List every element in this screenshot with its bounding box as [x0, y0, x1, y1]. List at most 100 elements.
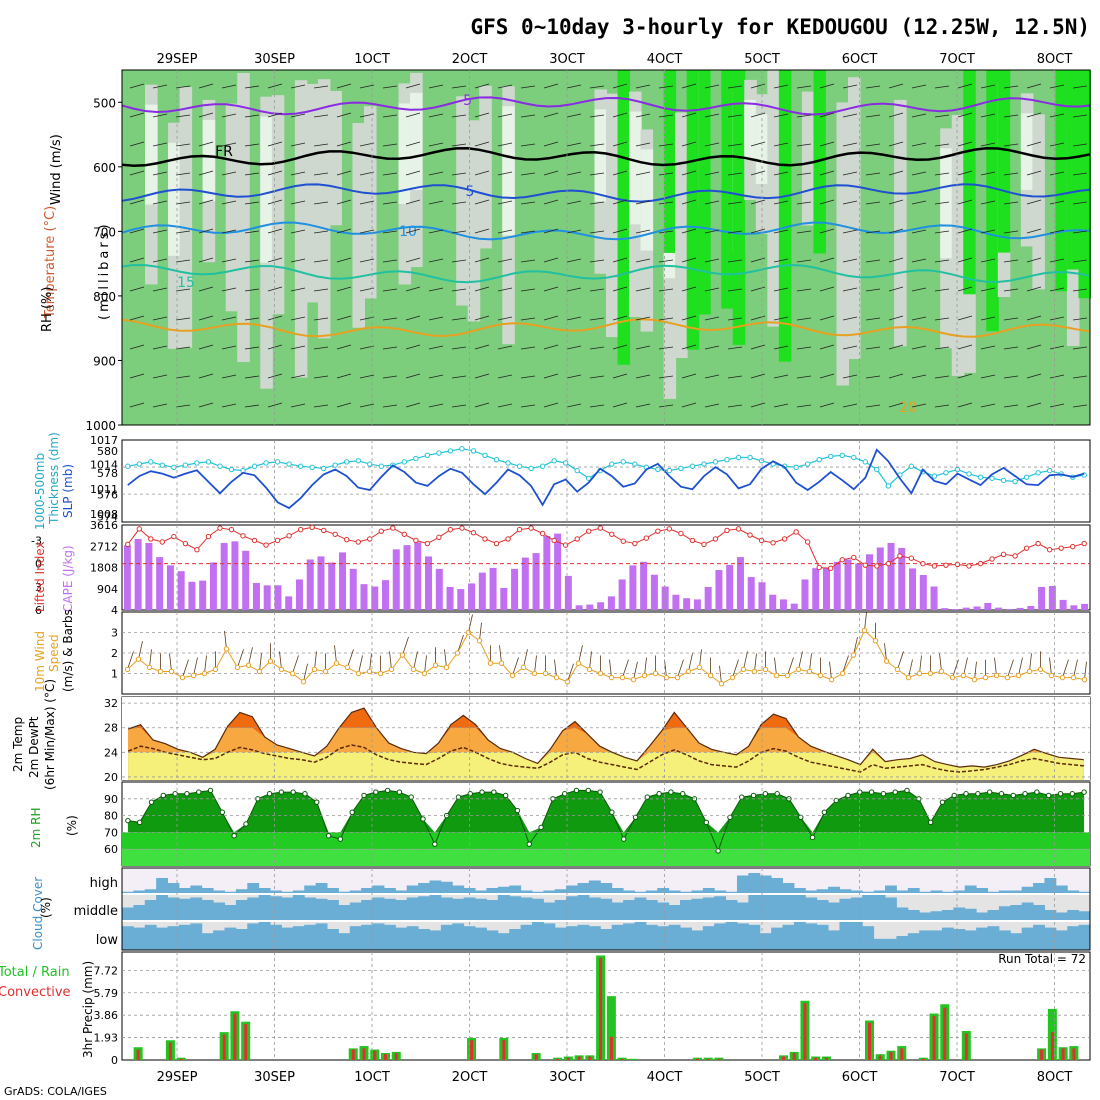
cloud-high-bar: [281, 891, 294, 893]
lifted-index-line-point: [851, 554, 857, 561]
wind-barb: [842, 316, 858, 321]
wind-barb: [290, 345, 306, 350]
temp2m-label-a: 2m Temp: [11, 717, 25, 772]
lifted-index-line-point: [470, 530, 477, 536]
panel-frame: [121, 524, 1091, 611]
wind-barb: [750, 199, 766, 205]
cloud-mid-bar: [247, 897, 260, 920]
wind-barb: [198, 141, 214, 147]
wind-barb: [589, 143, 605, 147]
wind-barb: [888, 112, 904, 118]
wind-barb: [152, 258, 168, 263]
wind-barb: [865, 230, 881, 234]
isotherm-5: [121, 183, 1091, 203]
cloud-high-bar: [258, 888, 271, 893]
wind-barb: [727, 85, 743, 89]
date-label-top: 29SEP: [157, 52, 198, 67]
wind-speed-line-point: [531, 670, 538, 677]
lifted-index-line-point: [228, 526, 235, 533]
wind-barb: [819, 170, 835, 176]
wind-barb: [1049, 316, 1065, 321]
cloud-mid-bar: [224, 905, 237, 920]
wind-barb: [911, 229, 927, 234]
cape-bar: [435, 568, 443, 610]
lifted-index-line-point: [966, 563, 972, 569]
wind-barb: [957, 141, 973, 147]
cloud-mid-bar: [976, 912, 989, 920]
thickness-line-point: [217, 463, 223, 469]
wind-speed-line-point: [850, 652, 857, 658]
wind-barb: [566, 229, 582, 234]
cloud-low-bar: [190, 923, 203, 950]
wind-barb: [589, 259, 605, 263]
rh-line-point: [656, 791, 662, 797]
wind-barb-10m: [963, 657, 968, 676]
rh-line-point: [927, 819, 934, 826]
wind-barb: [727, 114, 743, 118]
cloud-mid-bar: [292, 895, 305, 920]
wind-speed-line-point: [1059, 674, 1066, 681]
cloud-high-bar: [520, 890, 533, 893]
lifted-index-line-point: [735, 526, 742, 532]
wind-barb: [175, 85, 191, 89]
wind-barb: [681, 141, 697, 147]
wind-barb: [1003, 288, 1019, 292]
wind-barb: [750, 112, 766, 118]
cloud-high-bar: [213, 890, 225, 893]
rh-moist-band: [663, 70, 677, 253]
wind-barb: [681, 315, 697, 321]
precip-convective-bar: [179, 1058, 183, 1060]
wind-speed-line-point: [872, 638, 879, 644]
lifted-index-line-point: [1081, 540, 1087, 547]
wind-barb: [451, 143, 467, 147]
cloud-low-bar: [873, 938, 886, 950]
lifted-index-line-point: [597, 525, 603, 531]
wind-barb: [911, 374, 927, 379]
rh-line-point: [1045, 792, 1052, 799]
wind-barb: [589, 172, 605, 176]
wind-barb: [681, 344, 697, 350]
wind-speed-line-point: [1026, 668, 1033, 675]
date-label-top: 2OCT: [452, 52, 488, 67]
cloud-low-bar: [247, 923, 260, 950]
wind-barb: [704, 84, 720, 89]
wind-barb: [727, 288, 743, 292]
thickness-line-point: [609, 461, 615, 467]
wind-barb: [405, 170, 421, 176]
wind-barb: [474, 170, 490, 176]
wind-speed-line-point: [498, 660, 505, 666]
rh-band-70: [122, 832, 1090, 850]
cloud-high-bar: [941, 891, 954, 893]
cloud-mid-bar: [702, 897, 715, 920]
cloud-low-bar: [304, 924, 317, 950]
wind-barb: [175, 114, 191, 118]
thickness-line-point: [551, 458, 557, 464]
wind-tick: 2: [111, 647, 118, 660]
wind-barb: [129, 199, 145, 205]
cloud-mid-bar: [1021, 902, 1034, 920]
wind-barb: [566, 142, 582, 147]
cape-bar: [726, 564, 734, 610]
cloud-mid-bar: [475, 898, 487, 920]
wind-barb: [773, 142, 789, 147]
thickness-line-point: [482, 452, 488, 459]
wind-speed-line-point: [916, 670, 923, 677]
wind-barb: [1049, 84, 1065, 89]
wind-speed-line-point: [256, 668, 263, 675]
wind-barb-10m: [457, 634, 464, 654]
lifted-index-line-point: [862, 562, 868, 568]
cloud-low-bar: [531, 922, 544, 950]
wind-barb: [543, 199, 559, 205]
thickness-line-point: [148, 459, 154, 465]
temp2m-label-c: (6hr Min/Max) (°C): [43, 679, 57, 790]
wind-barb: [451, 288, 467, 292]
cloud-mid-bar: [987, 910, 1000, 920]
wind-barb: [635, 374, 651, 379]
precip-convective-bar: [1072, 1048, 1076, 1060]
wind-barb: [1049, 287, 1065, 292]
rh-line-point: [314, 799, 320, 805]
wind-barb: [957, 228, 973, 234]
wind-barb: [221, 287, 237, 292]
rh-line-point: [774, 791, 780, 797]
cloud-mid-bar: [748, 895, 761, 920]
